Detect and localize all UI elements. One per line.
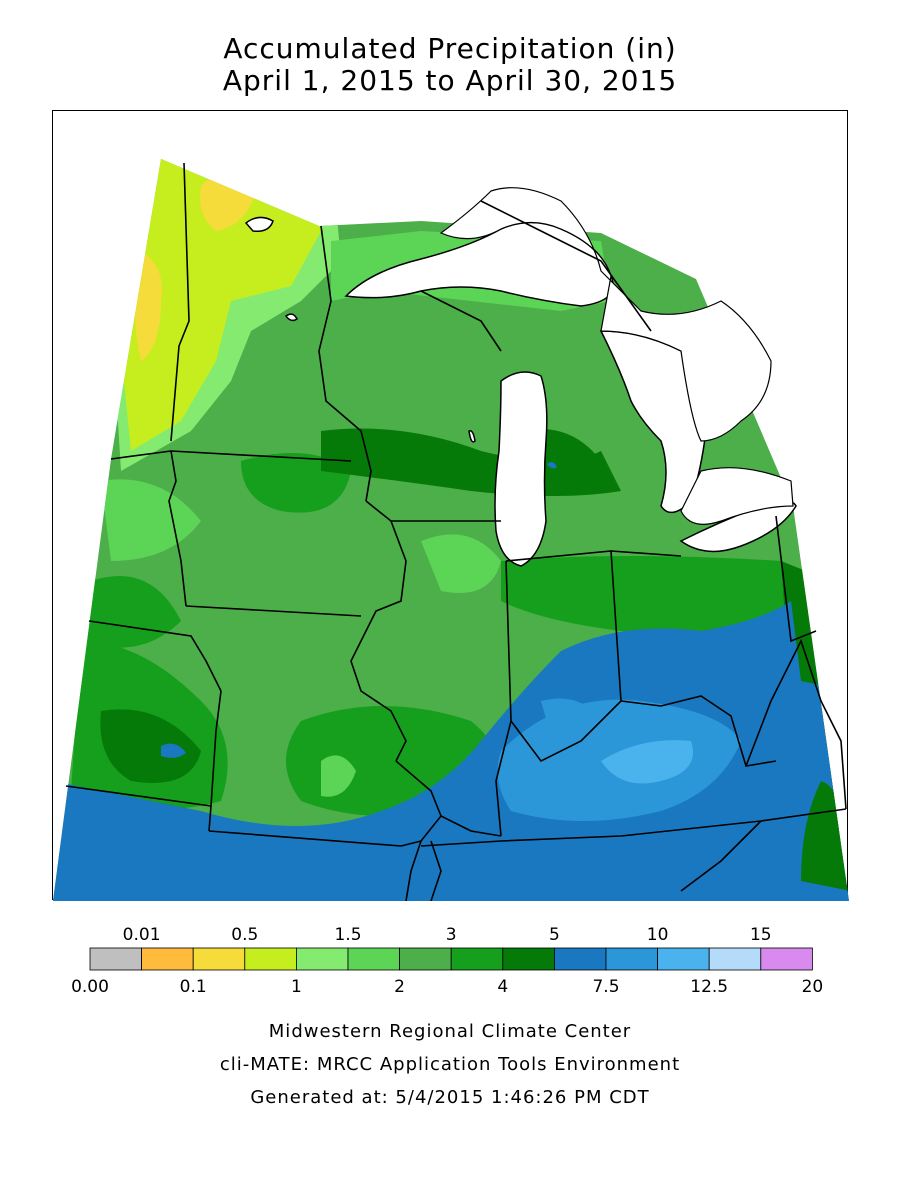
legend-bottom-label: 1 (291, 977, 302, 997)
lake-michigan (495, 372, 547, 566)
color-legend: 0.01 0.5 1.5 3 5 10 15 0.00 0.1 1 2 4 7.5 12.5 20 (0, 920, 900, 1000)
footer-generated-time: Generated at: 5/4/2015 1:46:26 PM CDT (0, 1087, 900, 1108)
legend-top-label: 15 (750, 925, 772, 945)
legend-swatch (606, 948, 658, 970)
footer-organization: Midwestern Regional Climate Center (0, 1021, 900, 1042)
legend-swatch (451, 948, 503, 970)
legend-bottom-label: 0.00 (71, 977, 109, 997)
legend-top-label: 3 (446, 925, 457, 945)
map-title: Accumulated Precipitation (in) (0, 33, 900, 65)
legend-swatch (193, 948, 245, 970)
legend-bottom-label: 20 (802, 977, 824, 997)
legend-bottom-label: 2 (394, 977, 405, 997)
legend-swatch (348, 948, 400, 970)
legend-bottom-label: 4 (497, 977, 508, 997)
legend-top-label: 10 (647, 925, 669, 945)
legend-top-label: 0.01 (123, 925, 161, 945)
legend-swatch (658, 948, 710, 970)
legend-swatch (90, 948, 142, 970)
legend-bottom-label: 7.5 (592, 977, 619, 997)
legend-swatch (296, 948, 348, 970)
legend-top-label: 0.5 (231, 925, 258, 945)
legend-bottom-label: 0.1 (180, 977, 207, 997)
legend-top-label: 1.5 (334, 925, 361, 945)
map-subtitle-date-range: April 1, 2015 to April 30, 2015 (0, 65, 900, 97)
legend-swatch (761, 948, 813, 970)
legend-swatch (245, 948, 297, 970)
legend-canvas: 0.01 0.5 1.5 3 5 10 15 0.00 0.1 1 2 4 7.5 12.5 20 (0, 920, 900, 1000)
legend-swatch (142, 948, 194, 970)
legend-swatch (554, 948, 606, 970)
legend-bottom-label: 12.5 (690, 977, 728, 997)
legend-top-label: 5 (549, 925, 560, 945)
legend-swatch (400, 948, 452, 970)
map-canvas (53, 111, 849, 901)
legend-swatch (709, 948, 761, 970)
legend-swatch (503, 948, 555, 970)
precipitation-map (52, 110, 848, 900)
footer-application: cli-MATE: MRCC Application Tools Environ… (0, 1054, 900, 1075)
